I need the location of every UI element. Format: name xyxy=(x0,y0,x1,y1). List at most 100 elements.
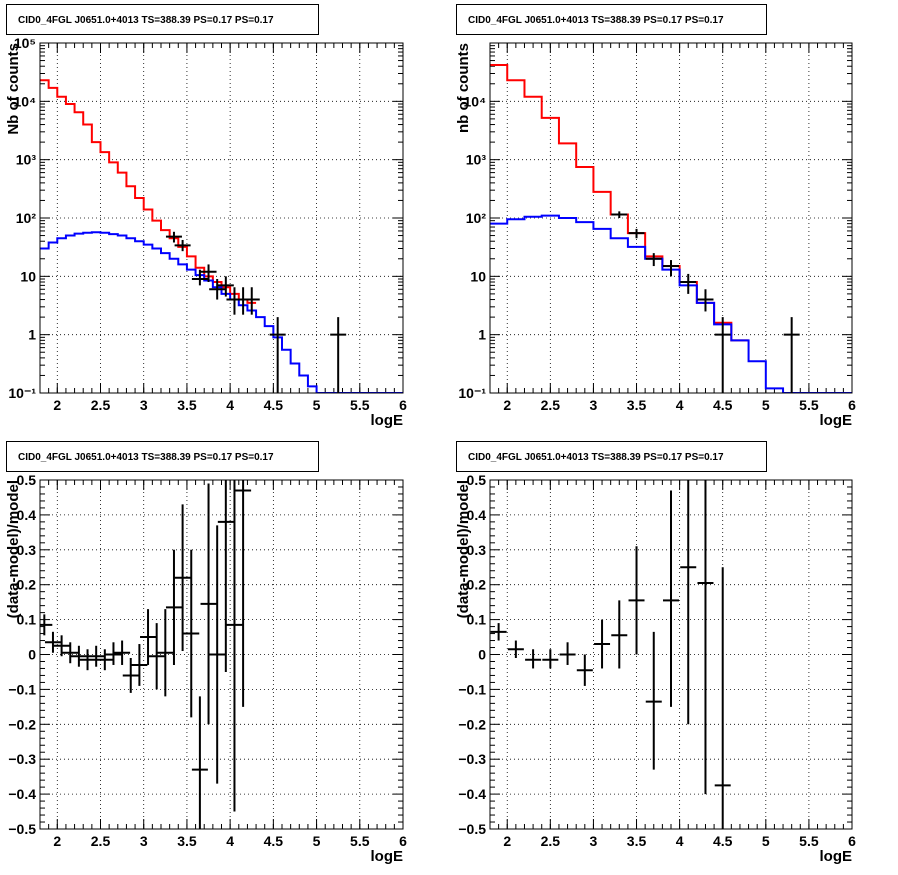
y-tick-label: −0.5 xyxy=(458,821,486,837)
data-layer xyxy=(40,480,252,829)
x-tick-label: 6 xyxy=(399,397,407,413)
x-tick-label: 3.5 xyxy=(177,397,197,413)
y-tick-label: 10 xyxy=(20,268,36,284)
x-tick-label: 4.5 xyxy=(713,397,733,413)
y-tick-label: 0.2 xyxy=(17,577,37,593)
x-tick-label: 2 xyxy=(503,397,511,413)
y-tick-label: −0.3 xyxy=(8,751,36,767)
data-layer xyxy=(40,79,403,393)
y-tick-label: 10⁴ xyxy=(14,93,37,109)
x-tick-label: 4 xyxy=(226,833,234,849)
plot-frame xyxy=(39,479,404,830)
y-tick-label: −0.5 xyxy=(8,821,36,837)
y-tick-label: 0.3 xyxy=(467,542,487,558)
y-tick-label: −0.4 xyxy=(8,786,36,802)
y-tick-label: −0.3 xyxy=(458,751,486,767)
x-tick-label: 2.5 xyxy=(91,833,111,849)
x-axis-label: logE xyxy=(820,848,853,865)
chart-title: CID0_4FGL J0651.0+4013 TS=388.39 PS=0.17… xyxy=(18,452,274,463)
chart-panel-2: CID0_4FGL J0651.0+4013 TS=388.39 PS=0.17… xyxy=(455,4,856,429)
y-tick-label: 0.4 xyxy=(467,507,487,523)
plot-frame xyxy=(39,42,404,394)
y-tick-label: 10⁻¹ xyxy=(458,385,486,401)
y-tick-label: −0.2 xyxy=(8,716,36,732)
plot-frame xyxy=(489,479,853,830)
series-blue-step xyxy=(490,214,852,393)
data-layer xyxy=(490,63,852,393)
y-tick-label: −0.1 xyxy=(8,681,36,697)
x-tick-label: 4 xyxy=(226,397,234,413)
y-tick-label: 10 xyxy=(470,268,486,284)
y-tick-label: 10⁻¹ xyxy=(8,385,36,401)
x-tick-label: 4 xyxy=(676,833,684,849)
x-axis-label: logE xyxy=(371,848,404,865)
y-tick-label: 0.4 xyxy=(17,507,37,523)
x-tick-label: 3.5 xyxy=(177,833,197,849)
chart-panel-4: CID0_4FGL J0651.0+4013 TS=388.39 PS=0.17… xyxy=(455,441,856,865)
y-tick-label: 0.5 xyxy=(467,472,487,488)
y-tick-label: 1 xyxy=(28,327,36,343)
chart-panel-1: CID0_4FGL J0651.0+4013 TS=388.39 PS=0.17… xyxy=(5,4,407,429)
x-tick-label: 2.5 xyxy=(541,833,561,849)
y-tick-label: 0.1 xyxy=(467,612,487,628)
y-tick-label: −0.1 xyxy=(458,681,486,697)
series-blue-step xyxy=(40,231,403,393)
y-tick-label: 0.5 xyxy=(17,472,37,488)
x-tick-label: 2.5 xyxy=(541,397,561,413)
x-axis-label: logE xyxy=(371,412,404,429)
y-tick-label: 10⁴ xyxy=(464,93,487,109)
x-tick-label: 4.5 xyxy=(264,833,284,849)
series-red-step xyxy=(40,79,257,304)
x-tick-label: 2 xyxy=(53,397,61,413)
x-tick-label: 5 xyxy=(313,833,321,849)
y-tick-label: 10² xyxy=(466,210,487,226)
x-tick-label: 5.5 xyxy=(350,397,370,413)
y-tick-label: 1 xyxy=(478,327,486,343)
x-tick-label: 2 xyxy=(53,833,61,849)
y-axis-label: nb of counts xyxy=(455,43,472,133)
x-tick-label: 5.5 xyxy=(350,833,370,849)
x-tick-label: 3.5 xyxy=(627,833,647,849)
chart-title: CID0_4FGL J0651.0+4013 TS=388.39 PS=0.17… xyxy=(468,452,724,463)
x-tick-label: 6 xyxy=(848,833,856,849)
x-tick-label: 5.5 xyxy=(799,397,819,413)
x-tick-label: 3 xyxy=(590,833,598,849)
x-tick-label: 3 xyxy=(140,397,148,413)
y-tick-label: 0 xyxy=(478,647,486,663)
y-tick-label: 0.1 xyxy=(17,612,37,628)
x-tick-label: 6 xyxy=(848,397,856,413)
y-tick-label: 0.3 xyxy=(17,542,37,558)
title-box xyxy=(6,441,319,472)
plot-frame xyxy=(489,42,853,394)
y-axis-label: (data-model)/model xyxy=(5,480,22,618)
data-layer xyxy=(490,480,731,829)
x-tick-label: 2 xyxy=(503,833,511,849)
x-tick-label: 4.5 xyxy=(264,397,284,413)
y-tick-label: 0 xyxy=(28,647,36,663)
x-tick-label: 4 xyxy=(676,397,684,413)
title-box xyxy=(456,441,767,472)
x-tick-label: 5 xyxy=(762,397,770,413)
chart-title: CID0_4FGL J0651.0+4013 TS=388.39 PS=0.17… xyxy=(468,15,724,26)
y-tick-label: 10² xyxy=(16,210,37,226)
title-box xyxy=(6,4,319,35)
x-tick-label: 3.5 xyxy=(627,397,647,413)
x-tick-label: 5 xyxy=(313,397,321,413)
title-box xyxy=(456,4,767,35)
y-tick-label: 10³ xyxy=(16,152,37,168)
y-tick-label: 0.2 xyxy=(467,577,487,593)
y-tick-label: 10⁵ xyxy=(14,35,36,51)
x-tick-label: 4.5 xyxy=(713,833,733,849)
x-axis-label: logE xyxy=(820,412,853,429)
x-tick-label: 3 xyxy=(590,397,598,413)
x-tick-label: 5 xyxy=(762,833,770,849)
x-tick-label: 3 xyxy=(140,833,148,849)
x-tick-label: 5.5 xyxy=(799,833,819,849)
x-tick-label: 6 xyxy=(399,833,407,849)
y-tick-label: −0.2 xyxy=(458,716,486,732)
y-tick-label: −0.4 xyxy=(458,786,486,802)
chart-title: CID0_4FGL J0651.0+4013 TS=388.39 PS=0.17… xyxy=(18,15,274,26)
y-axis-label: (data-model)/model xyxy=(455,480,472,618)
y-axis-label: Nb of counts xyxy=(5,43,22,135)
